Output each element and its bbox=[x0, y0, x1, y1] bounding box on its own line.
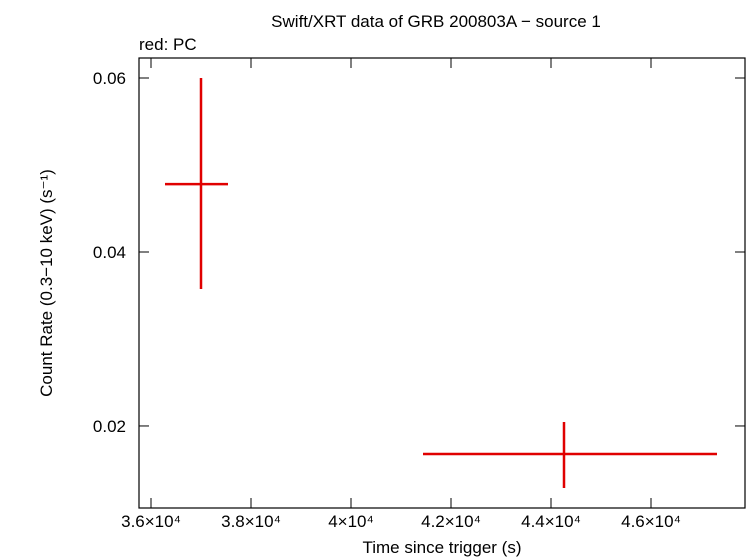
x-tick-label: 4×10⁴ bbox=[328, 512, 374, 531]
x-tick-label: 3.8×10⁴ bbox=[221, 512, 281, 531]
x-tick-label: 4.6×10⁴ bbox=[621, 512, 681, 531]
y-tick-label: 0.04 bbox=[93, 243, 126, 262]
x-tick-label: 4.2×10⁴ bbox=[421, 512, 481, 531]
plot-frame bbox=[138, 57, 746, 509]
chart-title: Swift/XRT data of GRB 200803A − source 1 bbox=[271, 12, 601, 31]
y-tick-label: 0.06 bbox=[93, 69, 126, 88]
y-axis-label: Count Rate (0.3−10 keV) (s⁻¹) bbox=[37, 169, 56, 397]
chart-subtitle: red: PC bbox=[139, 35, 197, 54]
x-tick-label: 4.4×10⁴ bbox=[521, 512, 581, 531]
x-tick-label: 3.6×10⁴ bbox=[121, 512, 181, 531]
x-axis-label: Time since trigger (s) bbox=[362, 538, 521, 557]
y-tick-label: 0.02 bbox=[93, 417, 126, 436]
